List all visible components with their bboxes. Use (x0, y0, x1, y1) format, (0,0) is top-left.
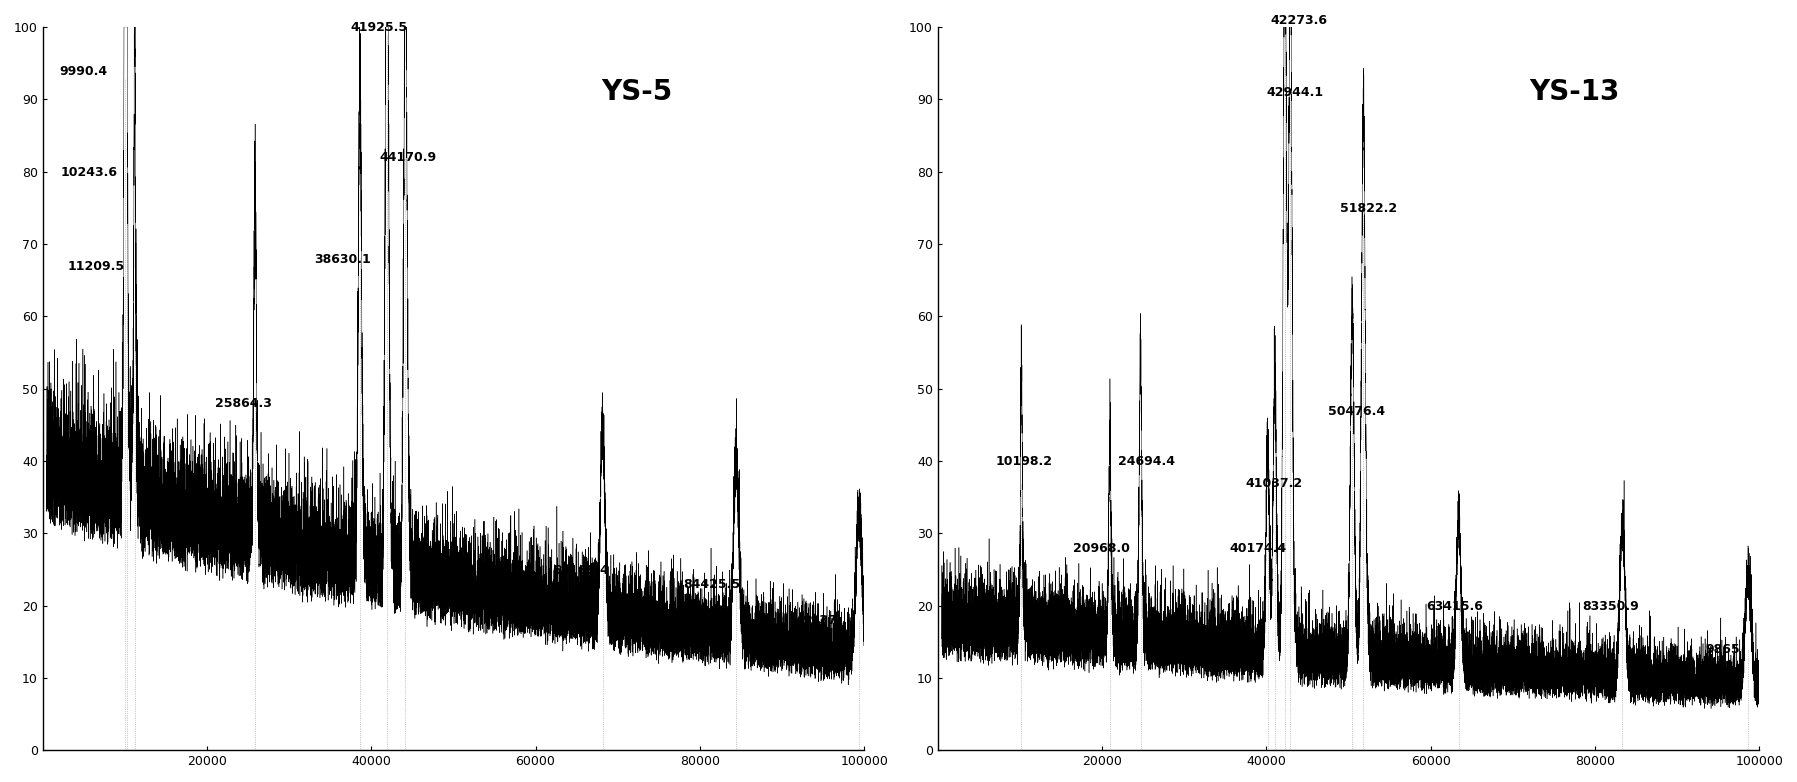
Text: YS-5: YS-5 (602, 77, 672, 106)
Text: 24694.4: 24694.4 (1118, 455, 1175, 468)
Text: 41925.5: 41925.5 (350, 21, 408, 34)
Text: 25864.3: 25864.3 (216, 397, 271, 411)
Text: 11209.5: 11209.5 (66, 260, 124, 273)
Text: 20968.0: 20968.0 (1073, 542, 1130, 555)
Text: 9937: 9937 (803, 615, 837, 627)
Text: 9865: 9865 (1705, 644, 1741, 656)
Text: 68168.4: 68168.4 (552, 564, 609, 576)
Text: 10243.6: 10243.6 (61, 166, 117, 179)
Text: 42944.1: 42944.1 (1267, 86, 1323, 99)
Text: 51822.2: 51822.2 (1341, 202, 1398, 215)
Text: 40174.4: 40174.4 (1229, 542, 1287, 555)
Text: 10198.2: 10198.2 (996, 455, 1053, 468)
Text: 50476.4: 50476.4 (1328, 404, 1385, 418)
Text: 84425.5: 84425.5 (683, 578, 740, 591)
Text: 42273.6: 42273.6 (1270, 14, 1328, 27)
Text: YS-13: YS-13 (1529, 77, 1619, 106)
Text: 44170.9: 44170.9 (379, 152, 437, 164)
Text: 38630.1: 38630.1 (314, 253, 370, 266)
Text: 9990.4: 9990.4 (59, 65, 108, 77)
Text: 83350.9: 83350.9 (1583, 600, 1639, 613)
Text: 41037.2: 41037.2 (1245, 477, 1303, 490)
Text: 63415.6: 63415.6 (1427, 600, 1483, 613)
